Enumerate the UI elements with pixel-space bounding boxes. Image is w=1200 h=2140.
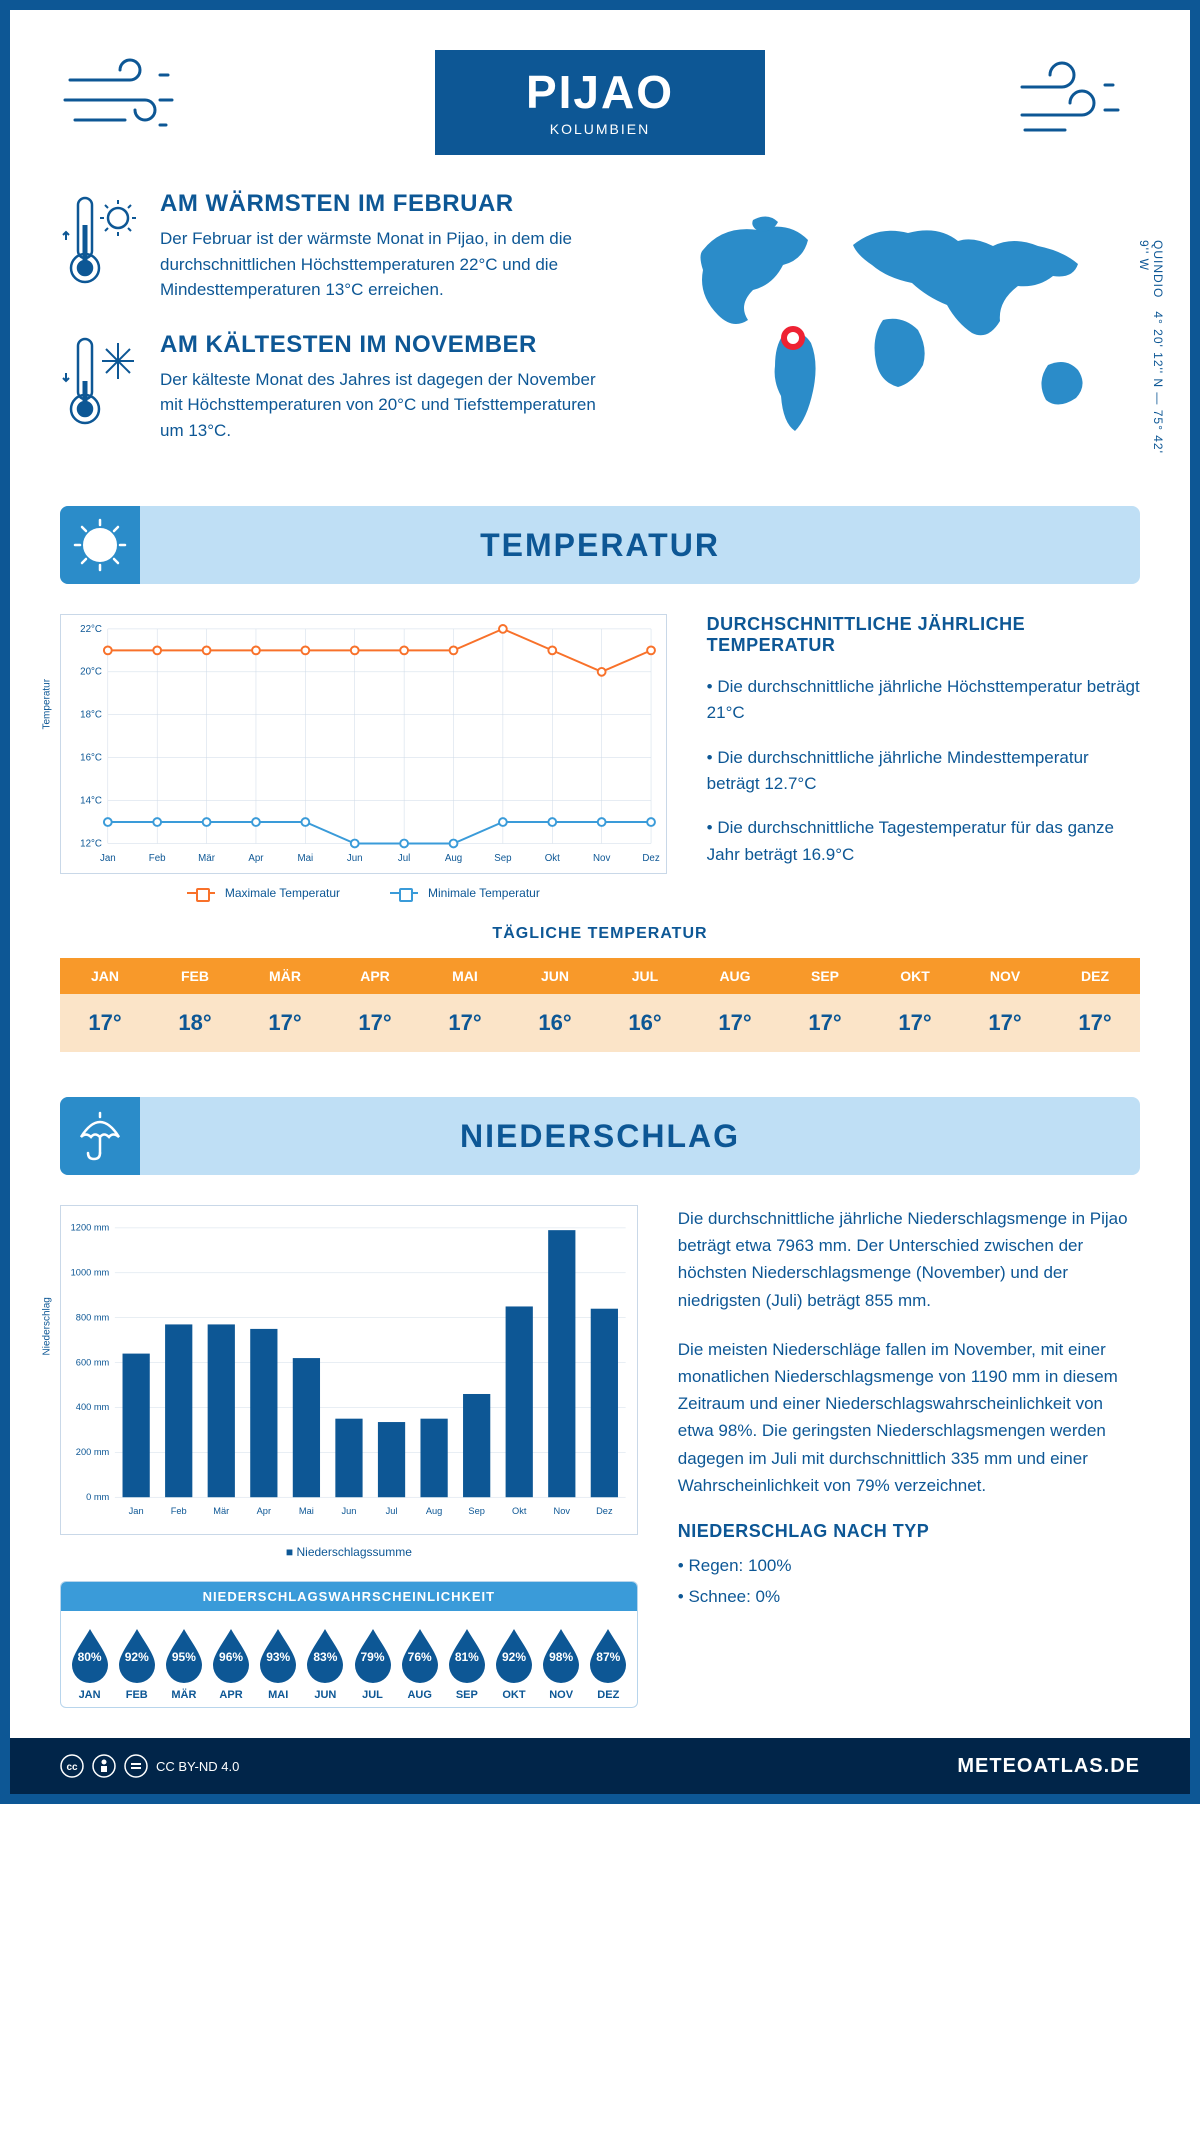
svg-text:16°C: 16°C (80, 753, 102, 764)
sun-icon (60, 506, 140, 584)
summary-coldest: AM KÄLTESTEN IM NOVEMBER Der kälteste Mo… (60, 331, 606, 444)
wind-icon (1010, 55, 1140, 145)
temperature-chart: Temperatur 12°C14°C16°C18°C20°C22°CJanFe… (60, 614, 667, 900)
svg-text:400 mm: 400 mm (76, 1402, 110, 1412)
svg-text:Jul: Jul (398, 853, 410, 864)
cc-icon: cc (60, 1754, 84, 1778)
svg-text:Dez: Dez (596, 1506, 613, 1516)
svg-text:22°C: 22°C (80, 624, 102, 635)
daily-temperature-table: JANFEBMÄRAPRMAIJUNJULAUGSEPOKTNOVDEZ 17°… (60, 958, 1140, 1052)
svg-text:200 mm: 200 mm (76, 1447, 110, 1457)
umbrella-icon (60, 1097, 140, 1175)
svg-text:Apr: Apr (248, 853, 264, 864)
svg-text:18°C: 18°C (80, 710, 102, 721)
page-title: PIJAO (490, 65, 710, 119)
svg-text:1000 mm: 1000 mm (71, 1268, 110, 1278)
section-header-precipitation: NIEDERSCHLAG (60, 1097, 1140, 1175)
thermometer-cold-icon (60, 331, 140, 444)
svg-text:Jan: Jan (100, 853, 116, 864)
svg-text:Mai: Mai (297, 853, 313, 864)
summary-title: AM KÄLTESTEN IM NOVEMBER (160, 331, 606, 359)
license-text: CC BY-ND 4.0 (156, 1759, 239, 1774)
nd-icon (124, 1754, 148, 1778)
svg-text:Jan: Jan (129, 1506, 144, 1516)
footer: cc CC BY-ND 4.0 METEOATLAS.DE (10, 1738, 1190, 1794)
svg-text:1200 mm: 1200 mm (71, 1223, 110, 1233)
svg-text:Okt: Okt (512, 1506, 527, 1516)
by-icon (92, 1754, 116, 1778)
precipitation-probability: NIEDERSCHLAGSWAHRSCHEINLICHKEIT 80% JAN … (60, 1581, 638, 1708)
svg-text:Sep: Sep (494, 853, 512, 864)
svg-text:600 mm: 600 mm (76, 1357, 110, 1367)
svg-text:12°C: 12°C (80, 838, 102, 849)
svg-text:Mai: Mai (299, 1506, 314, 1516)
daily-title: TÄGLICHE TEMPERATUR (60, 925, 1140, 943)
summary-text: Der kälteste Monat des Jahres ist dagege… (160, 367, 606, 444)
brand: METEOATLAS.DE (957, 1755, 1140, 1778)
section-header-temperature: TEMPERATUR (60, 506, 1140, 584)
world-map (646, 190, 1140, 455)
section-title: NIEDERSCHLAG (460, 1118, 740, 1155)
svg-text:Dez: Dez (642, 853, 659, 864)
svg-text:20°C: 20°C (80, 667, 102, 678)
svg-text:Jun: Jun (347, 853, 363, 864)
svg-text:0 mm: 0 mm (86, 1492, 109, 1502)
title-banner: PIJAO KOLUMBIEN (435, 50, 765, 155)
svg-text:Apr: Apr (257, 1506, 271, 1516)
svg-text:Feb: Feb (171, 1506, 187, 1516)
svg-text:Aug: Aug (426, 1506, 443, 1516)
svg-text:Nov: Nov (593, 853, 610, 864)
svg-text:Aug: Aug (445, 853, 462, 864)
temperature-info: DURCHSCHNITTLICHE JÄHRLICHE TEMPERATUR •… (707, 614, 1140, 900)
svg-text:Mär: Mär (213, 1506, 229, 1516)
section-title: TEMPERATUR (480, 527, 720, 564)
thermometer-hot-icon (60, 190, 140, 303)
svg-text:Okt: Okt (545, 853, 560, 864)
svg-text:cc: cc (66, 1762, 78, 1773)
summary-warmest: AM WÄRMSTEN IM FEBRUAR Der Februar ist d… (60, 190, 606, 303)
wind-icon (60, 55, 190, 145)
summary-title: AM WÄRMSTEN IM FEBRUAR (160, 190, 606, 218)
summary-text: Der Februar ist der wärmste Monat in Pij… (160, 226, 606, 303)
header: PIJAO KOLUMBIEN (60, 50, 1140, 155)
svg-text:Feb: Feb (149, 853, 166, 864)
svg-text:14°C: 14°C (80, 795, 102, 806)
coordinates: QUINDIO 4° 20' 12'' N — 75° 42' 9'' W (1137, 240, 1165, 471)
svg-text:Sep: Sep (468, 1506, 485, 1516)
page-subtitle: KOLUMBIEN (490, 121, 710, 137)
svg-text:Jul: Jul (386, 1506, 398, 1516)
svg-text:Jun: Jun (341, 1506, 356, 1516)
precipitation-chart: Niederschlag 0 mm200 mm400 mm600 mm800 m… (60, 1205, 638, 1535)
svg-text:Mär: Mär (198, 853, 216, 864)
precipitation-info: Die durchschnittliche jährliche Niedersc… (678, 1205, 1140, 1708)
svg-text:Nov: Nov (554, 1506, 571, 1516)
svg-text:800 mm: 800 mm (76, 1312, 110, 1322)
